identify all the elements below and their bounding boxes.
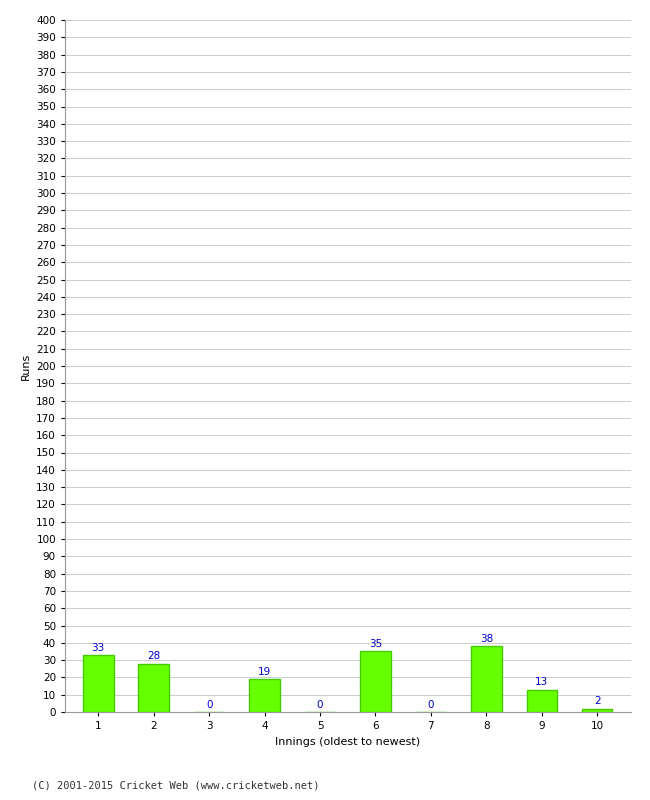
X-axis label: Innings (oldest to newest): Innings (oldest to newest): [275, 737, 421, 746]
Text: 19: 19: [258, 667, 271, 677]
Bar: [582, 709, 612, 712]
Text: 35: 35: [369, 639, 382, 650]
Text: 0: 0: [317, 700, 323, 710]
Y-axis label: Runs: Runs: [21, 352, 31, 380]
Text: 2: 2: [594, 697, 601, 706]
Text: 28: 28: [147, 651, 161, 662]
Text: (C) 2001-2015 Cricket Web (www.cricketweb.net): (C) 2001-2015 Cricket Web (www.cricketwe…: [32, 781, 320, 790]
Text: 33: 33: [92, 643, 105, 653]
Bar: [138, 663, 169, 712]
Bar: [526, 690, 557, 712]
Bar: [83, 655, 114, 712]
Text: 0: 0: [428, 700, 434, 710]
Bar: [250, 679, 280, 712]
Text: 13: 13: [535, 678, 549, 687]
Text: 38: 38: [480, 634, 493, 644]
Bar: [471, 646, 502, 712]
Text: 0: 0: [206, 700, 213, 710]
Bar: [360, 651, 391, 712]
